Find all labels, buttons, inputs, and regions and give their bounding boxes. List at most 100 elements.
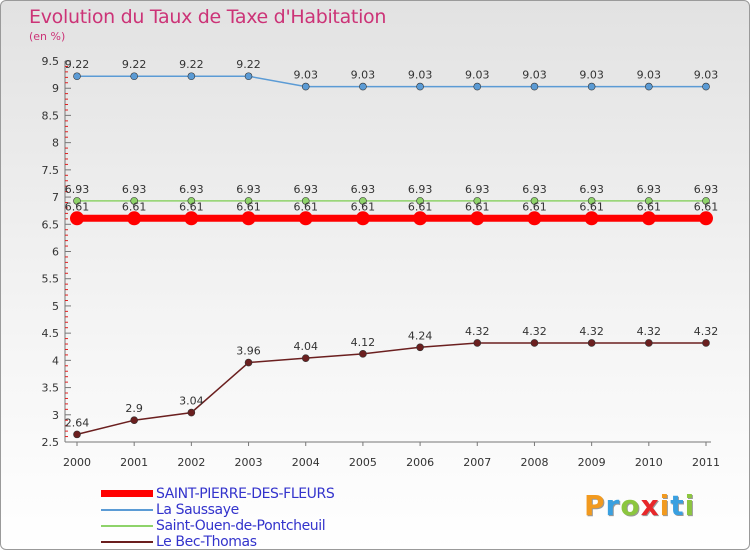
data-label: 6.93 bbox=[351, 183, 376, 196]
legend-swatch bbox=[101, 490, 153, 497]
data-point bbox=[355, 211, 370, 226]
logo-letter: i bbox=[684, 489, 696, 522]
y-tick-label: 9.5 bbox=[42, 55, 60, 68]
y-tick-label: 4.5 bbox=[42, 327, 60, 340]
data-point bbox=[359, 350, 367, 358]
data-label: 4.04 bbox=[293, 340, 318, 353]
data-point bbox=[587, 82, 596, 91]
x-tick-label: 2004 bbox=[292, 456, 320, 469]
data-point bbox=[130, 72, 138, 81]
legend-swatch bbox=[101, 525, 153, 527]
data-label: 6.93 bbox=[637, 183, 662, 196]
data-point bbox=[416, 82, 424, 91]
data-label: 9.03 bbox=[408, 69, 433, 82]
data-label: 6.93 bbox=[65, 183, 90, 196]
data-label: 4.32 bbox=[465, 325, 490, 338]
data-label: 6.93 bbox=[179, 183, 204, 196]
data-label: 6.61 bbox=[293, 200, 318, 213]
proxiti-logo: Proxiti bbox=[584, 489, 695, 522]
x-tick-label: 2001 bbox=[120, 456, 148, 469]
data-point bbox=[641, 211, 656, 226]
series-line bbox=[76, 342, 706, 436]
data-point bbox=[187, 72, 196, 81]
data-label: 6.61 bbox=[694, 200, 719, 213]
series-0 bbox=[70, 211, 713, 226]
data-label: 9.03 bbox=[694, 69, 719, 82]
y-tick-label: 5.5 bbox=[42, 273, 60, 286]
data-point bbox=[584, 211, 599, 226]
data-label: 9.03 bbox=[351, 69, 376, 82]
data-point bbox=[184, 211, 199, 226]
y-tick-label: 2.5 bbox=[42, 436, 60, 449]
data-label: 6.61 bbox=[579, 200, 604, 213]
data-label: 4.24 bbox=[408, 329, 433, 342]
data-point bbox=[127, 211, 142, 226]
data-point bbox=[359, 197, 367, 205]
data-point bbox=[187, 197, 196, 205]
data-label: 6.93 bbox=[236, 183, 261, 196]
series-line bbox=[77, 75, 706, 88]
data-point bbox=[130, 197, 138, 205]
data-point bbox=[530, 339, 539, 347]
data-label: 9.22 bbox=[65, 58, 90, 71]
data-label: 6.61 bbox=[179, 200, 204, 213]
data-label: 9.03 bbox=[522, 69, 547, 82]
logo-letter: r bbox=[605, 489, 621, 522]
x-tick-label: 2007 bbox=[463, 456, 491, 469]
data-label: 4.32 bbox=[694, 325, 719, 338]
data-label: 6.93 bbox=[408, 183, 433, 196]
data-labels: 6.61 6.61 6.61 6.61 6.61 6.61 6.61 6.61 6.61 6.61… bbox=[65, 58, 719, 429]
data-point bbox=[470, 211, 485, 226]
data-point bbox=[530, 82, 539, 91]
data-point bbox=[587, 339, 596, 347]
series-1 bbox=[73, 72, 710, 91]
x-tick-label: 2008 bbox=[520, 456, 548, 469]
x-tick-label: 2011 bbox=[692, 456, 720, 469]
data-point bbox=[298, 211, 313, 226]
axes: 2.5 3 3.5 4 4.5 5 5.5 6 6.5 7 7.5 8 8.5 9 9.5 2000 2001 2… bbox=[42, 55, 721, 469]
data-label: 4.12 bbox=[351, 336, 376, 349]
x-tick-label: 2000 bbox=[63, 456, 91, 469]
data-point bbox=[702, 339, 710, 347]
data-point bbox=[244, 197, 253, 205]
data-point bbox=[244, 72, 253, 81]
logo-letter: t bbox=[670, 489, 685, 522]
data-point bbox=[645, 197, 653, 205]
x-tick-label: 2005 bbox=[349, 456, 377, 469]
data-point bbox=[527, 211, 542, 226]
y-tick-label: 5 bbox=[52, 300, 59, 313]
y-tick-label: 7 bbox=[52, 191, 59, 204]
legend-swatch bbox=[101, 541, 153, 543]
data-label: 6.93 bbox=[522, 183, 547, 196]
data-point bbox=[702, 197, 710, 205]
data-point bbox=[244, 358, 253, 367]
data-label: 4.32 bbox=[579, 325, 604, 338]
data-label: 6.61 bbox=[465, 200, 490, 213]
data-point bbox=[416, 343, 424, 352]
data-label: 6.61 bbox=[351, 200, 376, 213]
legend-swatch bbox=[101, 509, 153, 511]
legend-label: Le Bec-Thomas bbox=[156, 534, 257, 550]
legend-label: SAINT-PIERRE-DES-FLEURS bbox=[156, 486, 335, 502]
x-tick-label: 2002 bbox=[177, 456, 205, 469]
data-label: 9.22 bbox=[179, 58, 204, 71]
series-3 bbox=[73, 339, 710, 439]
data-point bbox=[301, 82, 310, 91]
data-label: 2.9 bbox=[125, 402, 143, 415]
data-label: 6.61 bbox=[522, 200, 547, 213]
data-label: 9.03 bbox=[465, 69, 490, 82]
x-tick-label: 2006 bbox=[406, 456, 434, 469]
data-label: 6.93 bbox=[293, 183, 318, 196]
data-label: 6.93 bbox=[694, 183, 719, 196]
data-label: 6.93 bbox=[465, 183, 490, 196]
y-tick-label: 4 bbox=[52, 354, 59, 367]
data-point bbox=[530, 197, 539, 205]
data-point bbox=[73, 430, 81, 439]
data-point bbox=[699, 211, 713, 226]
data-label: 9.22 bbox=[236, 58, 261, 71]
chart-title: Evolution du Taux de Taxe d'Habitation bbox=[29, 6, 387, 28]
data-point bbox=[645, 339, 653, 347]
legend-label: La Saussaye bbox=[156, 502, 239, 518]
data-label: 6.93 bbox=[579, 183, 604, 196]
x-tick-label: 2003 bbox=[235, 456, 263, 469]
